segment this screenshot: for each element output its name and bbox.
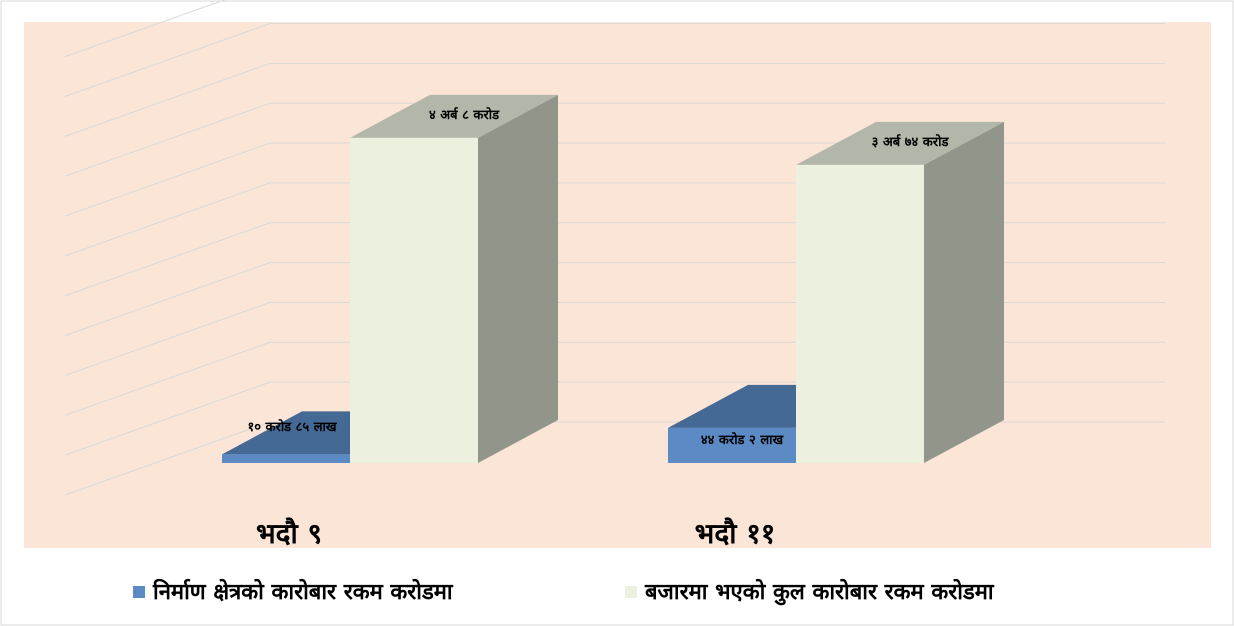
grid-line <box>64 62 1165 137</box>
x-tick-label: भदौ ११ <box>695 517 776 550</box>
bar-side <box>478 94 558 463</box>
legend-swatch <box>625 586 637 598</box>
legend-label: निर्माण क्षेत्रको कारोबार रकम करोडमा <box>152 578 454 605</box>
legend-label: बजारमा भएको कुल कारोबार रकम करोडमा <box>644 578 995 606</box>
bar-front <box>350 137 478 463</box>
grid-line <box>64 102 1165 177</box>
data-label: ३ अर्ब ७४ करोड <box>871 135 949 151</box>
bar <box>350 94 558 463</box>
bar <box>796 121 1004 463</box>
plot-area <box>24 22 1211 548</box>
grid-line <box>64 23 1165 97</box>
data-label: ४४ करोड २ लाख <box>700 433 784 448</box>
bar-side <box>924 121 1004 463</box>
data-label: १० करोड ८५ लाख <box>247 420 337 435</box>
bar-top <box>350 94 558 138</box>
data-label: ४ अर्ब ८ करोड <box>428 108 500 124</box>
bar-front <box>222 454 350 463</box>
x-tick-label: भदौ ९ <box>256 517 322 550</box>
legend-swatch <box>133 586 145 598</box>
bar-front <box>668 427 796 463</box>
bar-front <box>796 164 924 463</box>
bar-top <box>796 121 1004 165</box>
grid-line <box>64 0 226 58</box>
